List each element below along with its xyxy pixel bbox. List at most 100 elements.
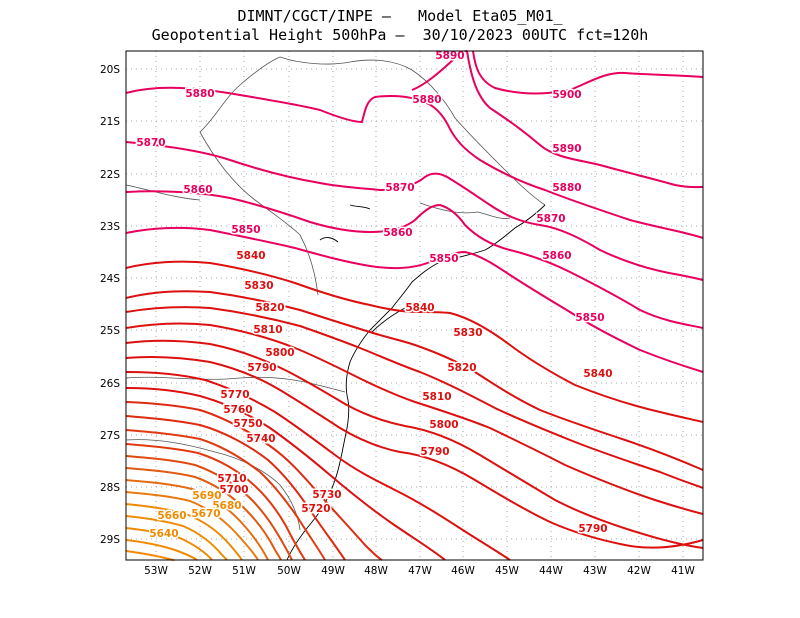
lon-label: 48W xyxy=(364,565,388,577)
contour-label: 5800 xyxy=(429,419,458,431)
state-border-sp-mg xyxy=(279,56,456,119)
contour-5830 xyxy=(125,290,704,471)
contour-label: 5900 xyxy=(552,89,581,101)
contour-label: 5750 xyxy=(233,418,262,430)
contour-label: 5860 xyxy=(542,250,571,262)
contour-label: 5810 xyxy=(422,391,451,403)
contour-label: 5730 xyxy=(312,489,341,501)
contour-5650 xyxy=(125,539,198,561)
lat-label: 23S xyxy=(100,221,120,233)
contour-5710 xyxy=(125,467,282,561)
contour-label: 5840 xyxy=(236,250,265,262)
contour-label: 5720 xyxy=(301,503,330,515)
contour-5700 xyxy=(125,479,269,561)
lon-label: 49W xyxy=(321,565,345,577)
contour-label: 5820 xyxy=(255,302,284,314)
contour-label: 5710 xyxy=(217,473,246,485)
lat-label: 24S xyxy=(100,273,120,285)
contour-label: 5690 xyxy=(192,490,221,502)
lat-label: 21S xyxy=(100,116,120,128)
contour-5860 xyxy=(125,190,704,329)
title-line-2: Geopotential Height 500hPa – 30/10/2023 … xyxy=(151,26,649,44)
contour-5750 xyxy=(125,415,346,561)
lon-label: 51W xyxy=(232,565,256,577)
contour-5870 xyxy=(125,141,704,281)
contour-label: 5880 xyxy=(185,88,214,100)
lon-label: 41W xyxy=(671,565,695,577)
contour-label: 5850 xyxy=(231,224,260,236)
state-borders xyxy=(125,56,546,531)
state-border-sp-rj xyxy=(419,202,511,219)
contour-5720 xyxy=(125,455,293,561)
contour-label: 5830 xyxy=(244,280,273,292)
lon-label: 42W xyxy=(627,565,651,577)
state-border-ms-sp xyxy=(199,56,281,133)
lat-label: 26S xyxy=(100,378,120,390)
coastline-island xyxy=(349,204,371,210)
contour-label: 5800 xyxy=(265,347,294,359)
lat-label: 27S xyxy=(100,430,120,442)
contour-label: 5660 xyxy=(157,510,186,522)
contour-label: 5790 xyxy=(247,362,276,374)
contour-5850 xyxy=(125,226,704,373)
contour-5790 xyxy=(125,356,704,549)
lon-label: 47W xyxy=(408,565,432,577)
contour-5840 xyxy=(125,260,704,423)
state-border-mg-rj xyxy=(454,117,546,206)
contour-label: 5890 xyxy=(552,143,581,155)
contour-label: 5770 xyxy=(220,389,249,401)
state-border-ms-pr xyxy=(125,184,201,201)
contour-5800 xyxy=(125,339,704,549)
contour-label: 5820 xyxy=(447,362,476,374)
lon-label: 44W xyxy=(539,565,563,577)
contour-5760 xyxy=(125,401,383,561)
contour-5660 xyxy=(125,527,213,561)
contour-label: 5670 xyxy=(191,508,220,520)
coastline-inlet xyxy=(319,237,339,243)
lat-label: 20S xyxy=(100,64,120,76)
lat-label: 29S xyxy=(100,534,120,546)
contour-5770 xyxy=(125,387,446,561)
contour-label: 5870 xyxy=(136,137,165,149)
contour-5780 xyxy=(125,371,511,561)
contour-label: 5860 xyxy=(383,227,412,239)
contour-label: 5810 xyxy=(253,324,282,336)
contour-label: 5860 xyxy=(183,184,212,196)
contour-5640 xyxy=(125,550,175,561)
lat-label: 25S xyxy=(100,325,120,337)
contour-label: 5840 xyxy=(583,368,612,380)
state-border-pr-sc xyxy=(125,376,346,393)
lon-label: 46W xyxy=(451,565,475,577)
contour-label: 5850 xyxy=(575,312,604,324)
contour-label: 5790 xyxy=(578,523,607,535)
title-line-1: DIMNT/CGCT/INPE – Model Eta05_M01_ xyxy=(237,7,563,25)
contour-label: 5870 xyxy=(536,213,565,225)
lon-label: 43W xyxy=(583,565,607,577)
contour-5810 xyxy=(125,322,704,515)
longitude-labels: 53W 52W 51W 50W 49W 48W 47W 46W 45W 44W … xyxy=(144,565,695,577)
lat-label: 28S xyxy=(100,482,120,494)
contour-label: 5850 xyxy=(429,253,458,265)
state-border-sp-pr xyxy=(199,131,319,296)
grid-lines xyxy=(126,51,703,560)
contour-5730 xyxy=(125,443,306,561)
map-frame xyxy=(125,50,704,561)
contour-5820 xyxy=(125,306,704,489)
contour-5690 xyxy=(125,491,259,561)
contour-lines xyxy=(125,50,704,561)
contour-label: 5680 xyxy=(212,500,241,512)
contour-5740 xyxy=(125,429,326,561)
lon-label: 53W xyxy=(144,565,168,577)
state-border-sc-rs xyxy=(125,439,301,531)
contour-label: 5830 xyxy=(453,327,482,339)
contour-5670 xyxy=(125,515,228,561)
contour-label: 5700 xyxy=(219,484,248,496)
latitude-labels: 20S 21S 22S 23S 24S 25S 26S 27S 28S 29S xyxy=(100,64,120,546)
coastline-bay-1 xyxy=(371,307,406,333)
contour-label: 5880 xyxy=(552,182,581,194)
lon-label: 52W xyxy=(188,565,212,577)
contour-label: 5880 xyxy=(412,94,441,106)
lon-label: 50W xyxy=(277,565,301,577)
contour-label: 5760 xyxy=(223,404,252,416)
